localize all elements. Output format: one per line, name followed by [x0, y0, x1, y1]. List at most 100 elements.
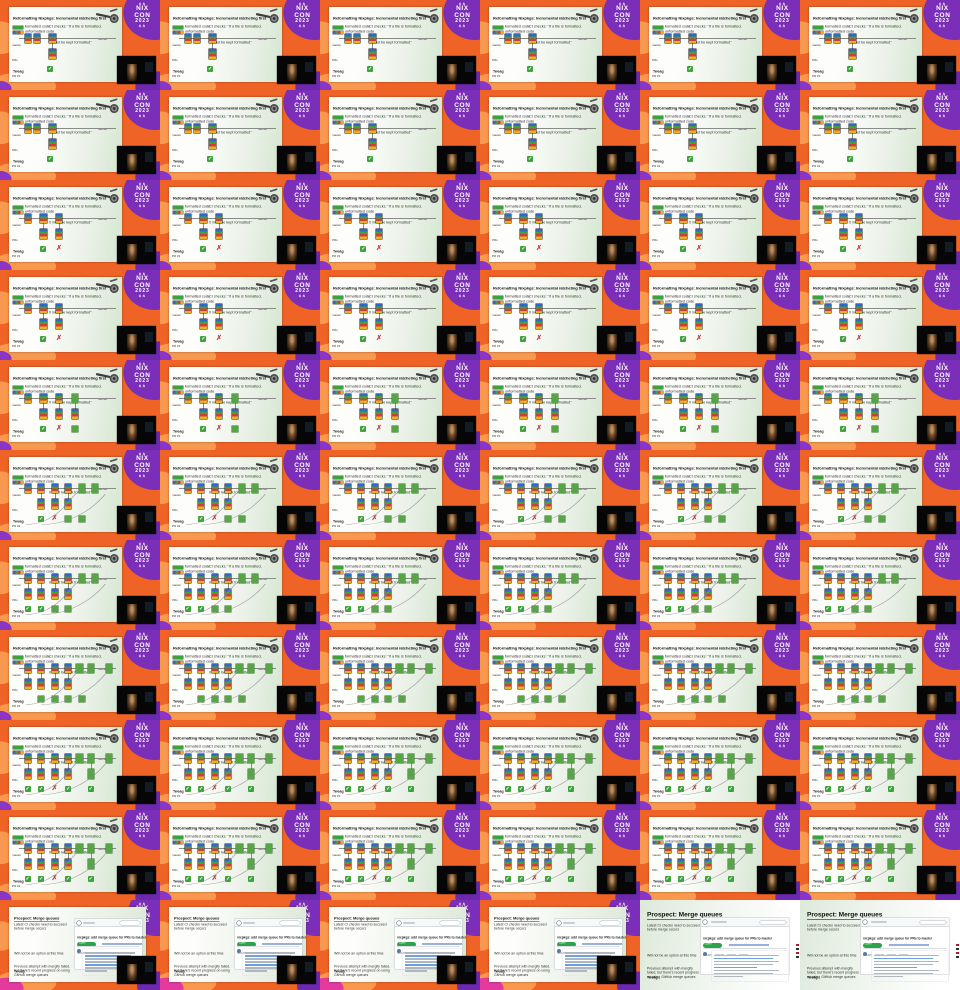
frame-32-ratchet[interactable]: ∧∧ NIX CON 2023 ∧∧ Reformatting Nixpkgs:… [160, 450, 320, 540]
logo-chevrons-top: ∧∧ [778, 180, 787, 186]
label-prs: PRs [811, 778, 818, 782]
frame-22-ratchet[interactable]: ∧∧ NIX CON 2023 ∧∧ Reformatting Nixpkgs:… [480, 270, 640, 360]
frame-39-ratchet[interactable]: ∧∧ NIX CON 2023 ∧∧ Reformatting Nixpkgs:… [320, 540, 480, 630]
frame-21-ratchet[interactable]: ∧∧ NIX CON 2023 ∧∧ Reformatting Nixpkgs:… [320, 270, 480, 360]
label-master-branch: master [331, 43, 341, 47]
frame-11-ratchet[interactable]: ∧∧ NIX CON 2023 ∧∧ Reformatting Nixpkgs:… [640, 90, 800, 180]
branch-connector [539, 223, 541, 230]
unformatted-commit [51, 843, 58, 854]
frame-5-ratchet[interactable]: ∧∧ NIX CON 2023 ∧∧ Reformatting Nixpkgs:… [640, 0, 800, 90]
frame-10-ratchet[interactable]: ∧∧ NIX CON 2023 ∧∧ Reformatting Nixpkgs:… [480, 90, 640, 180]
formatted-swatch [812, 565, 823, 569]
ci-checks-note: CI checks: "If a file is formatted, it m… [849, 383, 902, 405]
frame-35-ratchet[interactable]: ∧∧ NIX CON 2023 ∧∧ Reformatting Nixpkgs:… [640, 450, 800, 540]
frame-58-ratchet[interactable]: ∧∧ NIX CON 2023 ∧∧ Reformatting Nixpkgs:… [480, 810, 640, 900]
frame-37-ratchet[interactable]: ∧∧ NIX CON 2023 ∧∧ Reformatting Nixpkgs:… [0, 540, 160, 630]
frame-18-ratchet[interactable]: ∧∧ NIX CON 2023 ∧∧ Reformatting Nixpkgs:… [800, 180, 960, 270]
frame-43-ratchet[interactable]: ∧∧ NIX CON 2023 ∧∧ Reformatting Nixpkgs:… [0, 630, 160, 720]
legend-item-formatted: formatted code [332, 558, 403, 569]
nixcon-logo: ∧∧ NIX CON 2023 ∧∧ [446, 1, 478, 29]
ci-checks-note: CI checks: "If a file is formatted, it m… [529, 293, 582, 315]
ratchet-caption: ratchet [577, 668, 587, 672]
commit-diagram: ✓ ✗ [489, 187, 602, 263]
frame-66-mergezoom[interactable]: Prospect: Merge queues Latest CI checks … [800, 900, 960, 990]
frame-46-ratchet[interactable]: ∧∧ NIX CON 2023 ∧∧ Reformatting Nixpkgs:… [480, 630, 640, 720]
frame-64-merge[interactable]: ∧∧ NIX CON 2023 ∧∧ Prospect: Merge queue… [480, 900, 640, 990]
frame-24-ratchet[interactable]: ∧∧ NIX CON 2023 ∧∧ Reformatting Nixpkgs:… [800, 270, 960, 360]
frame-19-ratchet[interactable]: ∧∧ NIX CON 2023 ∧∧ Reformatting Nixpkgs:… [0, 270, 160, 360]
frame-33-ratchet[interactable]: ∧∧ NIX CON 2023 ∧∧ Reformatting Nixpkgs:… [320, 450, 480, 540]
frame-13-ratchet[interactable]: ∧∧ NIX CON 2023 ∧∧ Reformatting Nixpkgs:… [0, 180, 160, 270]
master-timeline [818, 308, 916, 310]
frame-28-ratchet[interactable]: ∧∧ NIX CON 2023 ∧∧ Reformatting Nixpkgs:… [480, 360, 640, 450]
frame-36-ratchet[interactable]: ∧∧ NIX CON 2023 ∧∧ Reformatting Nixpkgs:… [800, 450, 960, 540]
ci-pass-icon: ✓ [680, 335, 687, 342]
frame-41-ratchet[interactable]: ∧∧ NIX CON 2023 ∧∧ Reformatting Nixpkgs:… [640, 540, 800, 630]
branch-connector [683, 403, 685, 410]
frame-27-ratchet[interactable]: ∧∧ NIX CON 2023 ∧∧ Reformatting Nixpkgs:… [320, 360, 480, 450]
branch-connector [219, 313, 221, 320]
frame-42-ratchet[interactable]: ∧∧ NIX CON 2023 ∧∧ Reformatting Nixpkgs:… [800, 540, 960, 630]
frame-1-ratchet[interactable]: ∧∧ NIX CON 2023 ∧∧ Reformatting Nixpkgs:… [0, 0, 160, 90]
frame-61-merge[interactable]: ∧∧ NIX CON 2023 ∧∧ Prospect: Merge queue… [0, 900, 160, 990]
logo-chevrons-bottom: ∧∧ [618, 293, 627, 299]
frame-12-ratchet[interactable]: ∧∧ NIX CON 2023 ∧∧ Reformatting Nixpkgs:… [800, 90, 960, 180]
tweag-logo: Tweag [12, 250, 24, 254]
speaker-webcam [596, 416, 636, 445]
frame-25-ratchet[interactable]: ∧∧ NIX CON 2023 ∧∧ Reformatting Nixpkgs:… [0, 360, 160, 450]
speaker [446, 63, 458, 81]
frame-29-ratchet[interactable]: ∧∧ NIX CON 2023 ∧∧ Reformatting Nixpkgs:… [640, 360, 800, 450]
frame-7-ratchet[interactable]: ∧∧ NIX CON 2023 ∧∧ Reformatting Nixpkgs:… [0, 90, 160, 180]
frame-56-ratchet[interactable]: ∧∧ NIX CON 2023 ∧∧ Reformatting Nixpkgs:… [160, 810, 320, 900]
frame-59-ratchet[interactable]: ∧∧ NIX CON 2023 ∧∧ Reformatting Nixpkgs:… [640, 810, 800, 900]
formatted-status-box [371, 695, 378, 702]
frame-38-ratchet[interactable]: ∧∧ NIX CON 2023 ∧∧ Reformatting Nixpkgs:… [160, 540, 320, 630]
ci-pass-icon: ✓ [38, 515, 45, 522]
formatted-commit [412, 573, 419, 584]
frame-17-ratchet[interactable]: ∧∧ NIX CON 2023 ∧∧ Reformatting Nixpkgs:… [640, 180, 800, 270]
frame-50-ratchet[interactable]: ∧∧ NIX CON 2023 ∧∧ Reformatting Nixpkgs:… [160, 720, 320, 810]
frame-47-ratchet[interactable]: ∧∧ NIX CON 2023 ∧∧ Reformatting Nixpkgs:… [640, 630, 800, 720]
frame-44-ratchet[interactable]: ∧∧ NIX CON 2023 ∧∧ Reformatting Nixpkgs:… [160, 630, 320, 720]
speaker [446, 603, 458, 621]
frame-31-ratchet[interactable]: ∧∧ NIX CON 2023 ∧∧ Reformatting Nixpkgs:… [0, 450, 160, 540]
frame-57-ratchet[interactable]: ∧∧ NIX CON 2023 ∧∧ Reformatting Nixpkgs:… [320, 810, 480, 900]
frame-16-ratchet[interactable]: ∧∧ NIX CON 2023 ∧∧ Reformatting Nixpkgs:… [480, 180, 640, 270]
frame-49-ratchet[interactable]: ∧∧ NIX CON 2023 ∧∧ Reformatting Nixpkgs:… [0, 720, 160, 810]
frame-2-ratchet[interactable]: ∧∧ NIX CON 2023 ∧∧ Reformatting Nixpkgs:… [160, 0, 320, 90]
frame-45-ratchet[interactable]: ∧∧ NIX CON 2023 ∧∧ Reformatting Nixpkgs:… [320, 630, 480, 720]
ci-pass-icon: ✓ [358, 785, 365, 792]
unformatted-pr-commit [369, 139, 376, 149]
speaker-webcam [436, 596, 476, 625]
frame-23-ratchet[interactable]: ∧∧ NIX CON 2023 ∧∧ Reformatting Nixpkgs:… [640, 270, 800, 360]
frame-4-ratchet[interactable]: ∧∧ NIX CON 2023 ∧∧ Reformatting Nixpkgs:… [480, 0, 640, 90]
legend-item-unformatted: unformatted code [812, 473, 883, 484]
unformatted-commit [673, 123, 680, 134]
frame-65-mergezoom[interactable]: Prospect: Merge queues Latest CI checks … [640, 900, 800, 990]
frame-60-ratchet[interactable]: ∧∧ NIX CON 2023 ∧∧ Reformatting Nixpkgs:… [800, 810, 960, 900]
frame-9-ratchet[interactable]: ∧∧ NIX CON 2023 ∧∧ Reformatting Nixpkgs:… [320, 90, 480, 180]
logo-year: 2023 [935, 558, 950, 565]
unformatted-swatch [12, 210, 23, 214]
frame-53-ratchet[interactable]: ∧∧ NIX CON 2023 ∧∧ Reformatting Nixpkgs:… [640, 720, 800, 810]
commit-diagram: ✓ ✓ ✗ ✓ ✓ [649, 727, 762, 803]
frame-15-ratchet[interactable]: ∧∧ NIX CON 2023 ∧∧ Reformatting Nixpkgs:… [320, 180, 480, 270]
frame-51-ratchet[interactable]: ∧∧ NIX CON 2023 ∧∧ Reformatting Nixpkgs:… [320, 720, 480, 810]
frame-34-ratchet[interactable]: ∧∧ NIX CON 2023 ∧∧ Reformatting Nixpkgs:… [480, 450, 640, 540]
frame-48-ratchet[interactable]: ∧∧ NIX CON 2023 ∧∧ Reformatting Nixpkgs:… [800, 630, 960, 720]
frame-40-ratchet[interactable]: ∧∧ NIX CON 2023 ∧∧ Reformatting Nixpkgs:… [480, 540, 640, 630]
frame-20-ratchet[interactable]: ∧∧ NIX CON 2023 ∧∧ Reformatting Nixpkgs:… [160, 270, 320, 360]
frame-14-ratchet[interactable]: ∧∧ NIX CON 2023 ∧∧ Reformatting Nixpkgs:… [160, 180, 320, 270]
frame-30-ratchet[interactable]: ∧∧ NIX CON 2023 ∧∧ Reformatting Nixpkgs:… [800, 360, 960, 450]
frame-62-merge[interactable]: ∧∧ NIX CON 2023 ∧∧ Prospect: Merge queue… [160, 900, 320, 990]
master-timeline [658, 308, 756, 310]
frame-26-ratchet[interactable]: ∧∧ NIX CON 2023 ∧∧ Reformatting Nixpkgs:… [160, 360, 320, 450]
frame-55-ratchet[interactable]: ∧∧ NIX CON 2023 ∧∧ Reformatting Nixpkgs:… [0, 810, 160, 900]
frame-63-merge[interactable]: ∧∧ NIX CON 2023 ∧∧ Prospect: Merge queue… [320, 900, 480, 990]
frame-3-ratchet[interactable]: ∧∧ NIX CON 2023 ∧∧ Reformatting Nixpkgs:… [320, 0, 480, 90]
frame-8-ratchet[interactable]: ∧∧ NIX CON 2023 ∧∧ Reformatting Nixpkgs:… [160, 90, 320, 180]
frame-52-ratchet[interactable]: ∧∧ NIX CON 2023 ∧∧ Reformatting Nixpkgs:… [480, 720, 640, 810]
frame-6-ratchet[interactable]: ∧∧ NIX CON 2023 ∧∧ Reformatting Nixpkgs:… [800, 0, 960, 90]
frame-54-ratchet[interactable]: ∧∧ NIX CON 2023 ∧∧ Reformatting Nixpkgs:… [800, 720, 960, 810]
formatted-swatch [172, 475, 183, 479]
